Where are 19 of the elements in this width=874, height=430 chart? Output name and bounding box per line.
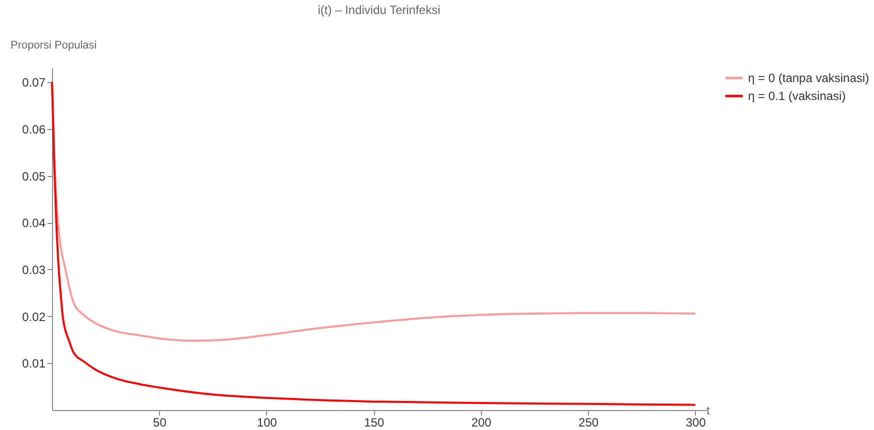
y-tick-label: 0.07: [22, 76, 46, 90]
x-tick-label: 150: [364, 416, 384, 430]
y-axis-title: Proporsi Populasi: [10, 40, 97, 52]
x-tick-label: 250: [578, 416, 599, 430]
x-tick-label: 50: [153, 416, 167, 430]
y-tick-label: 0.03: [22, 262, 46, 277]
line-series: [51, 81, 696, 406]
x-tick-label: 200: [471, 416, 492, 430]
y-tick-label: 0.01: [22, 356, 46, 371]
legend-label: η = 0.1 (vaksinasi): [748, 89, 846, 103]
chart-title: i(t) – Individu Terinfeksi: [318, 3, 440, 17]
legend-label: η = 0 (tanpa vaksinasi): [748, 71, 870, 85]
y-tick-label: 0.04: [22, 216, 46, 230]
x-axis-title: t: [706, 404, 710, 418]
x-tick-label: 100: [256, 416, 278, 430]
y-tick-label: 0.06: [22, 122, 46, 136]
y-tick-label: 0.02: [22, 310, 46, 324]
x-tick-label: 300: [686, 416, 706, 430]
y-tick-label: 0.05: [22, 169, 46, 184]
